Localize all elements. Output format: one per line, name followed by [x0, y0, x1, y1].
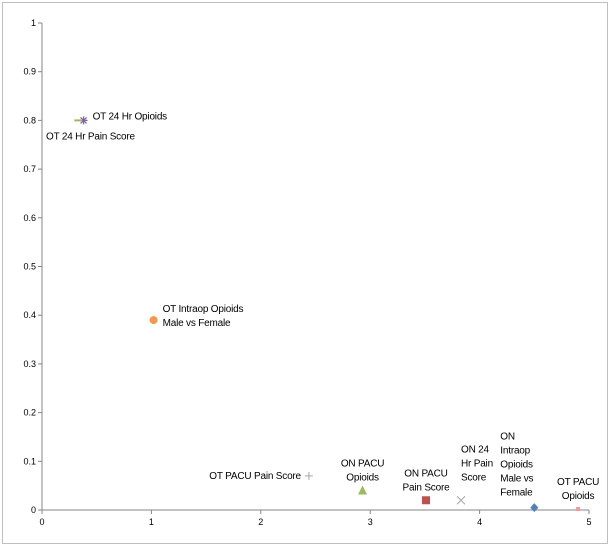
data-label-line: Score	[461, 472, 487, 483]
data-point-2	[149, 316, 158, 325]
y-tick-label: 0.5	[23, 262, 36, 272]
y-tick-label: 0.4	[23, 310, 36, 320]
data-point-8	[576, 507, 581, 512]
data-label-0: OT 24 Hr Opioids	[93, 111, 168, 122]
tick-labels: 0 0.1 0.2 0.3 0.4 0.5 0.6 0.7 0.8 0.9 1 0 1 2 3 4 5	[23, 18, 591, 527]
y-tick-label: 0.1	[23, 456, 36, 466]
x-tick-label: 2	[258, 517, 263, 527]
data-label-2: OT Intraop Opioids Male vs Female	[163, 304, 244, 329]
data-label-line: OT PACU Pain Score	[209, 471, 301, 482]
data-point-7	[530, 503, 539, 513]
x-tick-label: 4	[477, 517, 482, 527]
data-label-line: ON	[500, 432, 515, 443]
data-label-8: OT PACU Opioids	[557, 477, 599, 502]
data-point-0	[79, 116, 88, 125]
data-label-line: OT Intraop Opioids	[163, 304, 244, 315]
data-label-line: ON PACU	[404, 468, 447, 479]
y-tick-label: 0.6	[23, 213, 36, 223]
data-point-5	[421, 496, 430, 505]
data-labels: OT 24 Hr Opioids OT 24 Hr Pain Score OT In…	[46, 111, 599, 502]
data-points	[74, 116, 581, 513]
y-tick-label: 1	[31, 18, 36, 28]
x-tick-label: 0	[39, 517, 44, 527]
data-label-3: OT PACU Pain Score	[209, 471, 301, 482]
data-label-line: Hr Pain	[461, 458, 493, 469]
data-point-4	[358, 485, 368, 495]
data-label-4: ON PACU Opioids	[341, 459, 384, 484]
chart-frame	[2, 2, 608, 544]
data-label-5: ON PACU Pain Score	[403, 468, 451, 493]
x-tick-label: 1	[149, 517, 154, 527]
y-tick-label: 0.8	[23, 115, 36, 125]
data-label-line: OT 24 Hr Opioids	[93, 111, 168, 122]
data-label-7: ON Intraop Opioids Male vs Female	[500, 432, 533, 499]
y-tick-label: 0.3	[23, 359, 36, 369]
data-label-line: Opioids	[500, 460, 533, 471]
data-label-line: Male vs Female	[163, 318, 231, 329]
y-tick-label: 0.2	[23, 408, 36, 418]
data-point-6	[456, 495, 466, 505]
data-label-6: ON 24 Hr Pain Score	[461, 444, 493, 483]
y-tick-label: 0.9	[23, 67, 36, 77]
data-label-1: OT 24 Hr Pain Score	[46, 131, 135, 142]
data-label-line: ON 24	[461, 444, 490, 455]
data-label-line: Opioids	[562, 491, 595, 502]
data-label-line: OT 24 Hr Pain Score	[46, 131, 135, 142]
data-point-3	[304, 471, 313, 480]
data-label-line: Female	[500, 488, 533, 499]
data-label-line: Opioids	[346, 473, 379, 484]
data-label-line: OT PACU	[557, 477, 599, 488]
y-tick-label: 0.7	[23, 164, 36, 174]
data-label-line: Intraop	[500, 446, 530, 457]
data-label-line: ON PACU	[341, 459, 384, 470]
y-tick-label: 0	[31, 505, 36, 515]
axes	[38, 22, 590, 514]
data-label-line: Male vs	[500, 474, 533, 485]
x-tick-label: 3	[368, 517, 373, 527]
x-tick-label: 5	[586, 517, 591, 527]
data-label-line: Pain Score	[403, 482, 451, 493]
